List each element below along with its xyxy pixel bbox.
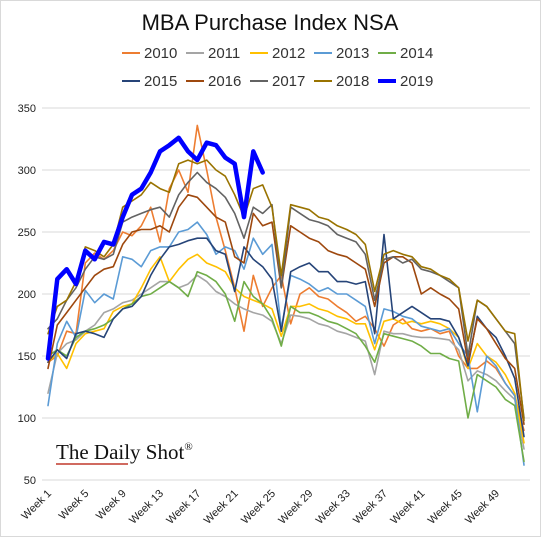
x-tick-label: Week 25 [239, 488, 278, 527]
series-line-2019 [45, 135, 265, 361]
legend-label: 2018 [336, 73, 369, 90]
y-tick-label: 250 [18, 227, 36, 239]
y-tick-label: 50 [24, 475, 36, 487]
legend-label: 2014 [400, 45, 433, 62]
legend-item-2013: 2013 [314, 45, 369, 62]
gridlines [42, 107, 530, 481]
series-lines [45, 124, 525, 466]
x-tick-label: Week 21 [202, 488, 241, 527]
y-tick-label: 150 [18, 351, 36, 363]
series-line-2017 [47, 171, 525, 419]
y-tick-label: 200 [18, 289, 36, 301]
legend-label: 2017 [272, 73, 305, 90]
legend-item-2011: 2011 [186, 45, 240, 62]
x-tick-label: Week 9 [94, 488, 129, 523]
series-line-2015 [47, 233, 525, 438]
brand-text: The Daily Shot [56, 440, 184, 464]
x-tick-label: Week 5 [57, 488, 92, 523]
y-axis: 50 100 150 200 250 300 350 [18, 103, 36, 487]
legend-label: 2016 [208, 73, 241, 90]
brand-mark: ® [184, 441, 192, 453]
x-tick-label: Week 41 [388, 488, 427, 527]
x-tick-label: Week 45 [426, 488, 465, 527]
legend-label: 2012 [272, 45, 305, 62]
chart-title: MBA Purchase Index NSA [142, 10, 399, 35]
series-line-2010 [47, 124, 525, 432]
legend-label: 2013 [336, 45, 369, 62]
x-tick-label: Week 13 [127, 488, 166, 527]
legend-item-2019: 2019 [378, 73, 433, 90]
x-tick-label: Week 49 [463, 488, 502, 527]
x-tick-label: Week 29 [276, 488, 315, 527]
legend-item-2012: 2012 [250, 45, 305, 62]
legend-item-2015: 2015 [122, 73, 177, 90]
series-line-2012 [47, 253, 525, 444]
legend-item-2010: 2010 [122, 45, 177, 62]
series-line-2018 [47, 159, 525, 422]
legend-item-2016: 2016 [186, 73, 241, 90]
y-tick-label: 350 [18, 103, 36, 115]
brand-watermark: The Daily Shot® [56, 440, 193, 465]
y-tick-label: 300 [18, 165, 36, 177]
y-tick-label: 100 [18, 413, 36, 425]
svg-text:The Daily Shot®: The Daily Shot® [56, 440, 193, 464]
legend: 2010 2011 2012 2013 2014 2015 2016 2017 2018 2019 [122, 45, 433, 90]
x-tick-label: Week 33 [314, 488, 353, 527]
legend-item-2014: 2014 [378, 45, 433, 62]
series-line-2016 [47, 194, 525, 425]
legend-label: 2019 [400, 73, 433, 90]
series-line-2014 [47, 270, 525, 463]
legend-label: 2011 [208, 45, 240, 62]
legend-item-2017: 2017 [250, 73, 305, 90]
x-tick-label: Week 1 [19, 488, 54, 523]
legend-label: 2015 [144, 73, 177, 90]
legend-label: 2010 [144, 45, 177, 62]
legend-item-2018: 2018 [314, 73, 369, 90]
x-tick-label: Week 17 [164, 488, 203, 527]
x-tick-label: Week 37 [351, 488, 390, 527]
